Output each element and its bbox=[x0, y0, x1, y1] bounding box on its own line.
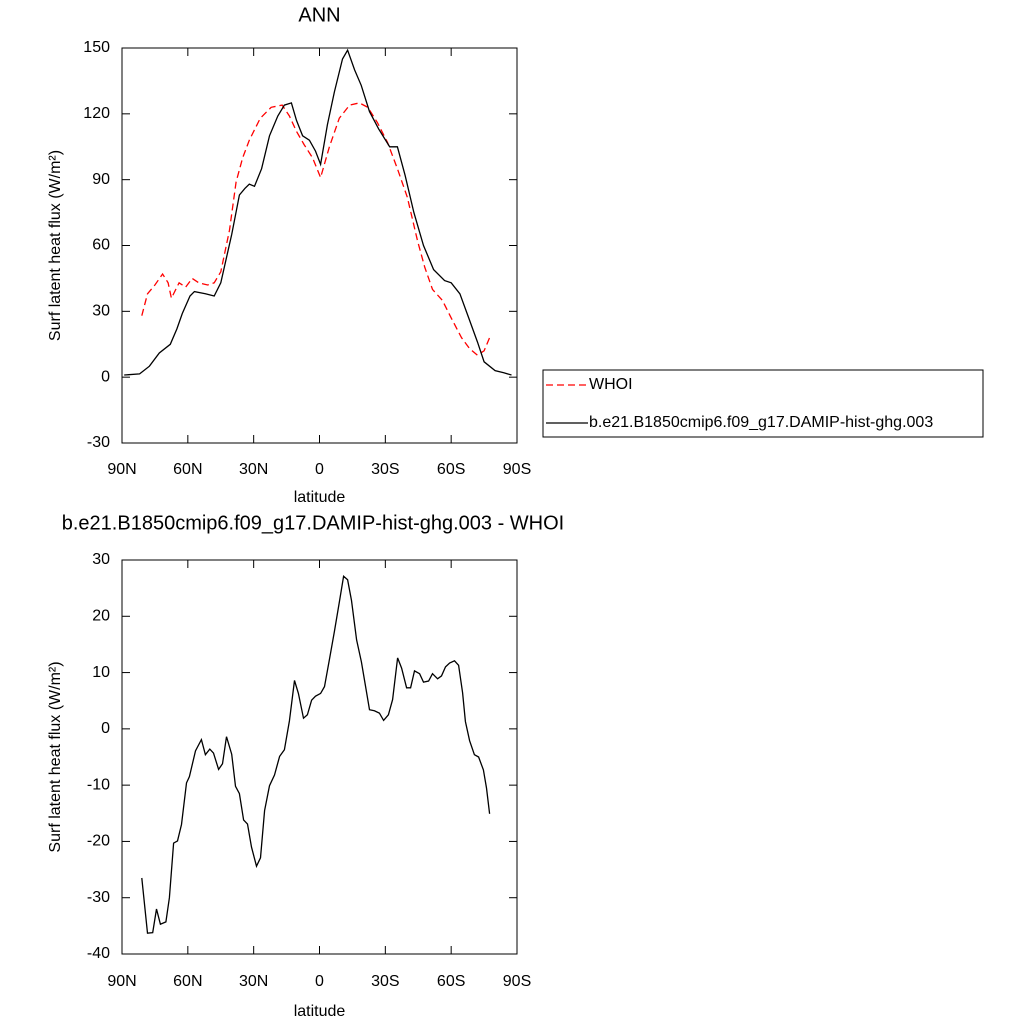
y-tick-label: 30 bbox=[92, 551, 110, 568]
x-tick-label: 0 bbox=[315, 461, 324, 478]
x-tick-label: 60N bbox=[173, 973, 202, 990]
plot-frame bbox=[121, 47, 518, 444]
data-line bbox=[141, 102, 491, 357]
y-tick-label: 20 bbox=[92, 608, 110, 625]
x-tick-label: 30S bbox=[371, 461, 399, 478]
plot-frame bbox=[121, 559, 518, 955]
chart-title: ANN bbox=[298, 4, 340, 26]
y-tick-label: -10 bbox=[87, 776, 110, 793]
y-tick-label: -40 bbox=[87, 945, 110, 962]
x-tick-label: 0 bbox=[315, 973, 324, 990]
y-tick-label: 150 bbox=[83, 39, 110, 56]
y-tick-label: 0 bbox=[101, 720, 110, 737]
y-tick-label: 30 bbox=[92, 303, 110, 320]
x-tick-label: 30S bbox=[371, 973, 399, 990]
x-tick-label: 90N bbox=[107, 461, 136, 478]
y-tick-label: -30 bbox=[87, 889, 110, 906]
x-tick-label: 60S bbox=[437, 973, 465, 990]
x-tick-label: 90N bbox=[107, 973, 136, 990]
y-axis-label: Surf latent heat flux (W/m²) bbox=[47, 150, 64, 341]
y-tick-label: 60 bbox=[92, 237, 110, 254]
data-line bbox=[124, 48, 512, 376]
data-line bbox=[141, 575, 491, 934]
x-tick-label: 30N bbox=[239, 461, 268, 478]
y-tick-label: 10 bbox=[92, 664, 110, 681]
chart-title: b.e21.B1850cmip6.f09_g17.DAMIP-hist-ghg.… bbox=[62, 512, 564, 534]
x-tick-label: 60S bbox=[437, 461, 465, 478]
legend-label: b.e21.B1850cmip6.f09_g17.DAMIP-hist-ghg.… bbox=[589, 414, 933, 431]
y-tick-label: -20 bbox=[87, 833, 110, 850]
x-tick-label: 60N bbox=[173, 461, 202, 478]
legend-box bbox=[542, 369, 984, 438]
x-tick-label: 30N bbox=[239, 973, 268, 990]
y-axis-label: Surf latent heat flux (W/m²) bbox=[47, 661, 64, 852]
y-tick-label: 90 bbox=[92, 171, 110, 188]
x-axis-label: latitude bbox=[294, 1003, 346, 1020]
y-tick-label: 0 bbox=[101, 368, 110, 385]
x-axis-label: latitude bbox=[294, 489, 346, 506]
y-tick-label: -30 bbox=[87, 434, 110, 451]
legend-label: WHOI bbox=[589, 376, 633, 393]
x-tick-label: 90S bbox=[503, 461, 531, 478]
y-tick-label: 120 bbox=[83, 105, 110, 122]
x-tick-label: 90S bbox=[503, 973, 531, 990]
